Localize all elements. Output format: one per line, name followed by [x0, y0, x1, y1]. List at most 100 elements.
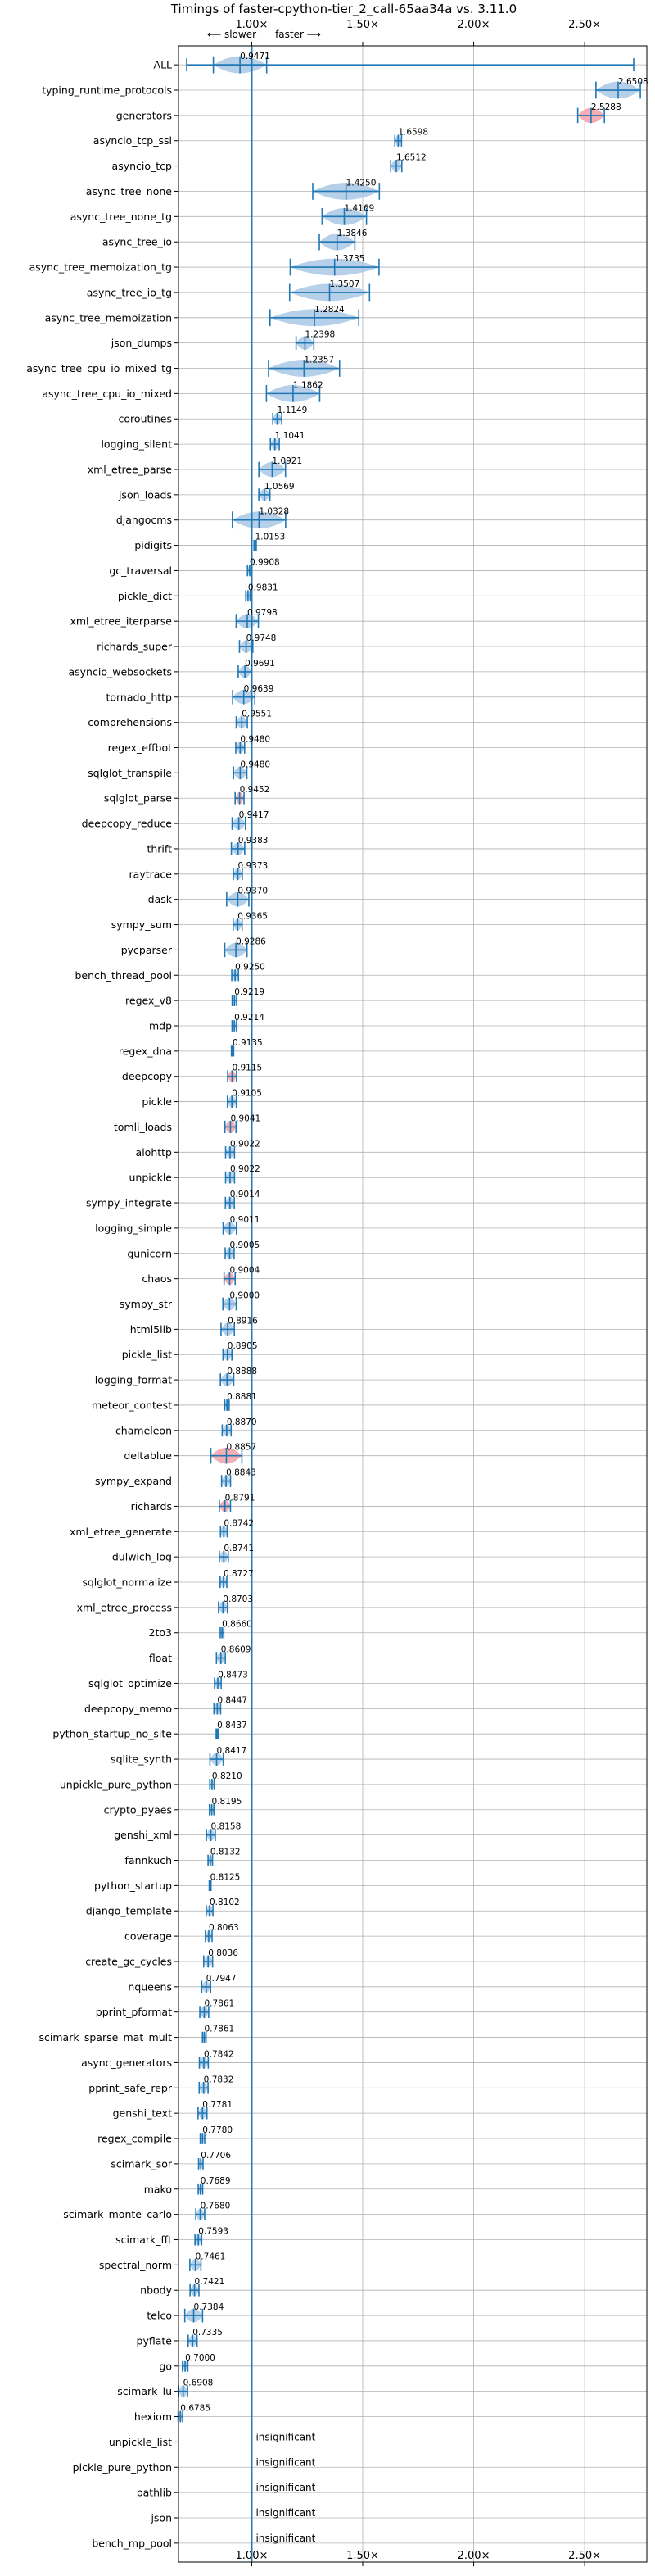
value-label: 0.8447: [217, 1695, 247, 1705]
benchmark-label: create_gc_cycles: [85, 1955, 172, 1967]
value-label: 0.8870: [227, 1417, 257, 1427]
benchmark-label: nbody: [140, 2284, 172, 2297]
benchmark-label: coverage: [124, 1930, 172, 1943]
value-label: 0.7861: [204, 2025, 234, 2034]
benchmark-label: xml_etree_process: [77, 1601, 172, 1613]
value-label: 0.7861: [204, 1999, 234, 2009]
value-label: 0.8036: [208, 1948, 238, 1958]
value-label: 0.8741: [224, 1544, 254, 1553]
benchmark-label: scimark_sparse_mat_mult: [39, 2031, 173, 2043]
benchmark-label: richards_super: [97, 641, 173, 653]
benchmark-label: regex_v8: [125, 995, 172, 1007]
value-label: 0.8703: [223, 1594, 253, 1604]
value-label: 0.8417: [217, 1746, 247, 1756]
value-label: 2.6508: [618, 77, 648, 87]
value-label: 0.8881: [227, 1392, 257, 1402]
axis-layer: ALL typing_runtime_protocols generators asy…: [26, 19, 601, 2566]
benchmark-label: pprint_safe_repr: [88, 2082, 173, 2094]
benchmark-label: sqlglot_optimize: [88, 1677, 172, 1689]
value-label: 1.6598: [398, 128, 428, 138]
value-label: 1.3735: [335, 254, 365, 264]
value-label: 0.6908: [183, 2379, 214, 2388]
value-label: 0.9014: [230, 1190, 260, 1200]
chart-title: Timings of faster-cpython-tier_2_call-65…: [170, 2, 517, 17]
benchmark-label: deltablue: [124, 1449, 172, 1462]
benchmark-label: json_dumps: [111, 337, 172, 349]
value-label: 1.3846: [337, 229, 368, 238]
benchmark-label: python_startup_no_site: [52, 1728, 172, 1740]
x-tick-label-bottom: 2.50×: [568, 2550, 601, 2562]
benchmark-label: djangocms: [116, 514, 172, 526]
faster-label: faster ⟶: [275, 29, 321, 40]
benchmark-label: async_tree_io: [102, 236, 172, 248]
benchmark-label: scimark_fft: [115, 2234, 172, 2246]
benchmark-label: 2to3: [149, 1626, 172, 1639]
value-label: 0.9005: [229, 1240, 260, 1250]
value-label: 0.7947: [206, 1974, 237, 1984]
value-label: 0.8609: [221, 1645, 251, 1655]
benchmark-label: pycparser: [121, 944, 173, 956]
value-label: 0.8742: [224, 1518, 254, 1528]
value-label: 0.9551: [242, 710, 272, 719]
benchmark-label: pickle: [142, 1095, 172, 1108]
benchmark-label: typing_runtime_protocols: [42, 84, 172, 97]
value-label: 0.9452: [240, 785, 270, 795]
benchmark-label: thrift: [147, 842, 172, 855]
value-label: 0.9105: [232, 1089, 262, 1099]
benchmark-label: pickle_dict: [118, 590, 172, 602]
benchmark-label: pidigits: [134, 539, 172, 551]
benchmark-label: pickle_pure_python: [73, 2461, 172, 2474]
benchmark-label: deepcopy: [122, 1070, 173, 1082]
value-label: 2.5288: [591, 102, 621, 112]
insignificant-label: insignificant: [255, 2482, 315, 2493]
value-label: 1.2357: [304, 356, 334, 365]
benchmark-label: telco: [147, 2310, 172, 2322]
value-label: 1.0328: [259, 507, 289, 517]
benchmark-label: bench_thread_pool: [75, 969, 172, 982]
benchmark-label: sqlite_synth: [111, 1753, 172, 1766]
value-label: 0.9286: [236, 937, 266, 946]
benchmark-label: go: [159, 2360, 172, 2372]
value-label: 0.9022: [230, 1164, 260, 1174]
benchmark-label: xml_etree_parse: [88, 463, 173, 475]
value-label: 0.7780: [202, 2125, 233, 2135]
benchmark-label: dask: [148, 893, 173, 905]
benchmark-label: asyncio_tcp_ssl: [93, 134, 172, 147]
benchmark-label: pickle_list: [122, 1349, 172, 1361]
benchmark-label: bench_mp_pool: [92, 2537, 172, 2549]
benchmark-label: dulwich_log: [112, 1551, 172, 1563]
value-label: 0.9798: [247, 608, 278, 618]
value-label: 0.9250: [235, 962, 265, 972]
value-label: 0.8857: [226, 1443, 256, 1453]
value-label: 0.8727: [224, 1569, 254, 1579]
value-label: 0.9041: [230, 1113, 260, 1123]
benchmark-label: unpickle_list: [109, 2436, 172, 2448]
benchmark-label: chaos: [142, 1272, 172, 1285]
value-label: 0.9000: [229, 1291, 260, 1301]
benchmark-label: python_startup: [94, 1880, 172, 1892]
x-tick-label-top: 2.50×: [568, 19, 601, 31]
benchmark-label: spectral_norm: [99, 2259, 172, 2271]
value-label: 0.8473: [218, 1670, 248, 1680]
value-label: 0.9365: [237, 912, 268, 922]
value-label: 0.7335: [192, 2328, 223, 2338]
value-label: 1.2824: [314, 305, 345, 315]
value-label: 0.7832: [204, 2075, 234, 2084]
value-label: 0.8791: [225, 1493, 255, 1503]
value-label: 1.1041: [275, 431, 305, 441]
value-label: 0.7842: [204, 2049, 234, 2059]
benchmark-label: fannkuch: [125, 1854, 172, 1866]
benchmark-label: sympy_str: [120, 1298, 173, 1310]
insignificant-label: insignificant: [255, 2431, 315, 2442]
value-label: 0.8916: [228, 1316, 258, 1326]
value-label: 0.8437: [217, 1721, 247, 1730]
benchmark-label: scimark_monte_carlo: [63, 2208, 172, 2220]
value-label: 0.9831: [248, 583, 278, 592]
value-label: 0.7593: [198, 2226, 228, 2236]
value-label: 0.8158: [211, 1822, 242, 1832]
value-label: 0.7680: [201, 2202, 231, 2211]
value-label: 0.9480: [240, 760, 270, 769]
benchmark-label: comprehensions: [88, 716, 172, 728]
value-label: 0.9480: [240, 734, 270, 744]
